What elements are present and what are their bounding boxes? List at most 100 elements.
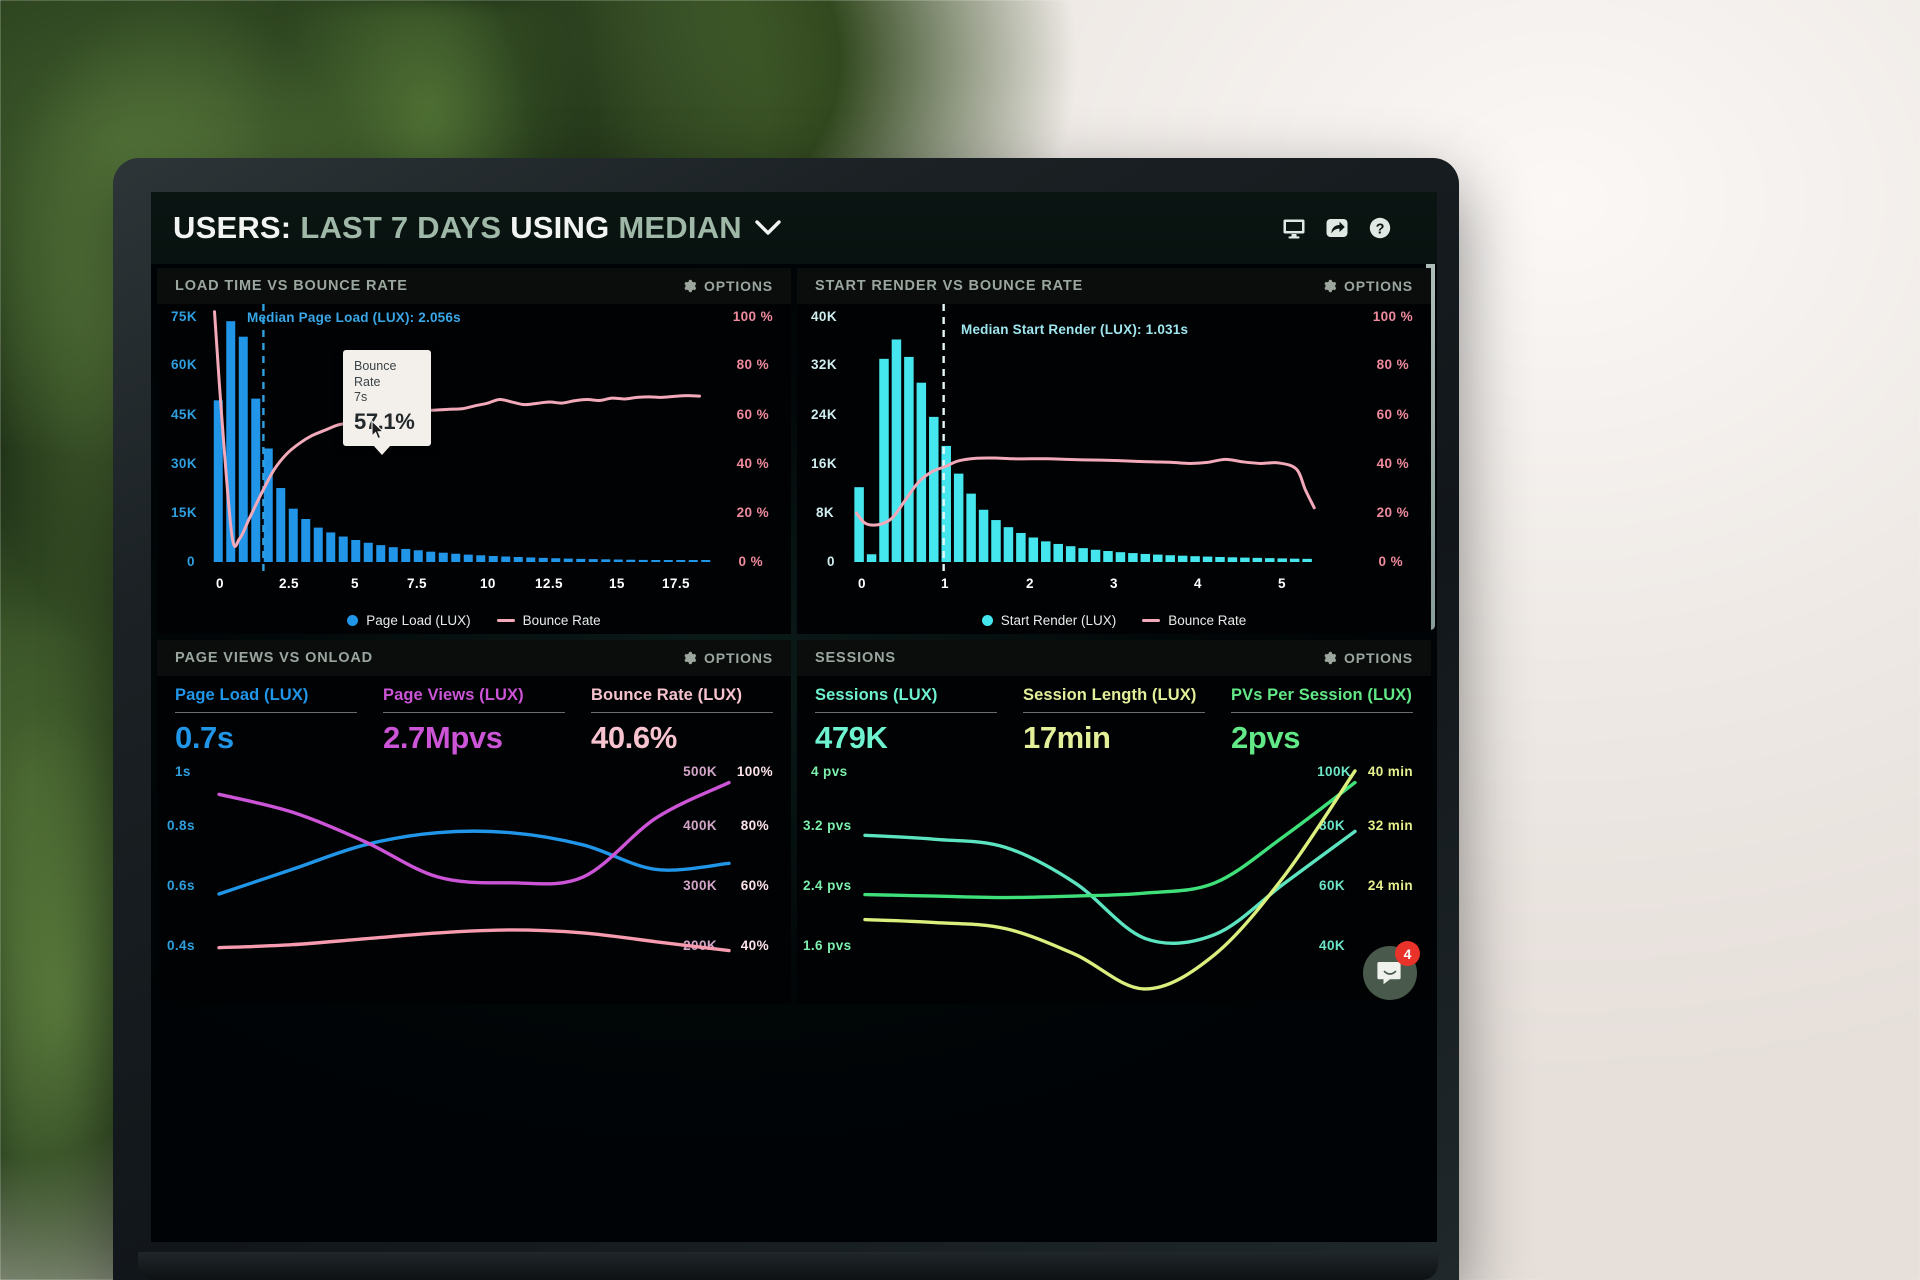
metric-value: 40.6% bbox=[591, 720, 677, 755]
y2tick-label: 0 % bbox=[1378, 554, 1403, 569]
header-actions: ? bbox=[1281, 215, 1393, 241]
y2tick-label: 100 % bbox=[1372, 309, 1413, 324]
chart-legend: Page Load (LUX) Bounce Rate bbox=[157, 613, 791, 628]
xtick-label: 0 bbox=[858, 576, 866, 591]
xtick-label: 7.5 bbox=[407, 576, 427, 591]
gear-icon bbox=[683, 651, 697, 665]
options-button[interactable]: OPTIONS bbox=[1323, 650, 1413, 666]
ytick-label: 24K bbox=[811, 407, 837, 422]
divider bbox=[175, 712, 357, 713]
chart-legend: Start Render (LUX) Bounce Rate bbox=[797, 613, 1431, 628]
xtick-label: 5 bbox=[1278, 576, 1286, 591]
dashboard-screen: USERS: LAST 7 DAYS USING MEDIAN ? bbox=[151, 192, 1437, 1242]
gear-icon bbox=[1323, 279, 1337, 293]
ytick-label: 8K bbox=[816, 505, 835, 520]
chart-tooltip: Bounce Rate 7s 57.1% bbox=[343, 350, 431, 455]
y3tick-label: 80% bbox=[740, 818, 769, 833]
chart-start-render[interactable]: 40K 32K 24K 16K 8K 0 100 % 80 % 60 % 40 … bbox=[797, 304, 1431, 634]
xtick-label: 15 bbox=[609, 576, 625, 591]
y2tick-label: 80 % bbox=[1376, 357, 1409, 372]
chevron-down-icon[interactable] bbox=[755, 220, 781, 236]
divider bbox=[1023, 712, 1205, 713]
chart-plot-area bbox=[217, 780, 731, 953]
metric-label: Bounce Rate (LUX) bbox=[591, 686, 743, 704]
mouse-cursor-icon bbox=[371, 419, 385, 440]
panel-title: START RENDER VS BOUNCE RATE bbox=[815, 278, 1084, 294]
y2tick-label: 40 % bbox=[1376, 456, 1409, 471]
panel-title: LOAD TIME VS BOUNCE RATE bbox=[175, 278, 408, 294]
xtick-label: 12.5 bbox=[535, 576, 563, 591]
options-button[interactable]: OPTIONS bbox=[1323, 278, 1413, 294]
page-title[interactable]: USERS: LAST 7 DAYS USING MEDIAN bbox=[173, 210, 781, 246]
metric-session-length: Session Length (LUX) 17min bbox=[1023, 686, 1205, 756]
chart-sessions[interactable]: 4 pvs 3.2 pvs 2.4 pvs 1.6 pvs 100K 80K 6… bbox=[797, 756, 1431, 1004]
ytick-label: 2.4 pvs bbox=[803, 878, 852, 893]
y3tick-label: 60% bbox=[740, 878, 769, 893]
ytick-label: 15K bbox=[171, 505, 197, 520]
svg-text:?: ? bbox=[1376, 221, 1385, 237]
metric-pvs-per-session: PVs Per Session (LUX) 2pvs bbox=[1231, 686, 1413, 756]
page-title-range: LAST 7 DAYS bbox=[300, 210, 502, 245]
gear-icon bbox=[1323, 651, 1337, 665]
y2tick-label: 80 % bbox=[736, 357, 769, 372]
legend-item[interactable]: Page Load (LUX) bbox=[347, 613, 471, 628]
panel-sessions: SESSIONS OPTIONS Sessions (LUX) 479K bbox=[797, 640, 1431, 1004]
ytick-label: 0 bbox=[187, 554, 195, 569]
metric-value: 479K bbox=[815, 720, 888, 755]
panel-header: PAGE VIEWS VS ONLOAD OPTIONS bbox=[157, 640, 791, 676]
page-title-prefix: USERS: bbox=[173, 210, 292, 245]
legend-marker-line-icon bbox=[1142, 619, 1161, 622]
options-label: OPTIONS bbox=[1344, 650, 1413, 666]
ytick-label: 60K bbox=[171, 357, 197, 372]
chart-plot-area bbox=[854, 304, 1316, 572]
ytick-label: 40K bbox=[811, 309, 837, 324]
monitor-icon[interactable] bbox=[1281, 215, 1307, 241]
chart-page-views-onload[interactable]: 1s 0.8s 0.6s 0.4s 500K 400K 300K 200K 10… bbox=[157, 756, 791, 1004]
metric-sessions: Sessions (LUX) 479K bbox=[815, 686, 997, 756]
ytick-label: 0.4s bbox=[167, 938, 195, 953]
laptop-frame: USERS: LAST 7 DAYS USING MEDIAN ? bbox=[113, 158, 1459, 1280]
y2tick-label: 40 % bbox=[736, 456, 769, 471]
xtick-label: 2.5 bbox=[279, 576, 299, 591]
legend-item[interactable]: Bounce Rate bbox=[1142, 613, 1246, 628]
y2tick-label: 100 % bbox=[732, 309, 773, 324]
ytick-label: 75K bbox=[171, 309, 197, 324]
legend-marker-line-icon bbox=[496, 619, 515, 622]
xtick-label: 17.5 bbox=[662, 576, 690, 591]
gear-icon bbox=[683, 279, 697, 293]
metric-label: Sessions (LUX) bbox=[815, 686, 938, 704]
legend-item[interactable]: Start Render (LUX) bbox=[981, 613, 1117, 628]
laptop-base bbox=[138, 1252, 1438, 1280]
panel-start-render-vs-bounce-rate: START RENDER VS BOUNCE RATE OPTIONS 40K … bbox=[797, 268, 1431, 634]
share-icon[interactable] bbox=[1324, 215, 1350, 241]
y3tick-label: 32 min bbox=[1367, 818, 1413, 833]
options-button[interactable]: OPTIONS bbox=[683, 650, 773, 666]
panel-page-views-vs-onload: PAGE VIEWS VS ONLOAD OPTIONS Page Load (… bbox=[157, 640, 791, 1004]
y2tick-label: 60 % bbox=[1376, 407, 1409, 422]
legend-label: Start Render (LUX) bbox=[1000, 613, 1117, 628]
legend-item[interactable]: Bounce Rate bbox=[496, 613, 601, 628]
dashboard-grid: LOAD TIME VS BOUNCE RATE OPTIONS 75K 60K… bbox=[151, 264, 1437, 1004]
ytick-label: 0.6s bbox=[167, 878, 195, 893]
chat-badge-count: 4 bbox=[1395, 941, 1420, 966]
y3tick-label: 40% bbox=[740, 938, 769, 953]
xtick-label: 5 bbox=[351, 576, 359, 591]
metrics-row: Page Load (LUX) 0.7s Page Views (LUX) 2.… bbox=[157, 676, 791, 756]
panel-load-time-vs-bounce-rate: LOAD TIME VS BOUNCE RATE OPTIONS 75K 60K… bbox=[157, 268, 791, 634]
chat-launcher[interactable]: 4 bbox=[1363, 941, 1420, 1000]
y3tick-label: 100% bbox=[736, 764, 773, 779]
metric-value: 2pvs bbox=[1231, 720, 1301, 755]
panel-header: SESSIONS OPTIONS bbox=[797, 640, 1431, 676]
options-label: OPTIONS bbox=[1344, 278, 1413, 294]
panel-title: PAGE VIEWS VS ONLOAD bbox=[175, 650, 374, 666]
ytick-label: 30K bbox=[171, 456, 197, 471]
xtick-label: 2 bbox=[1026, 576, 1034, 591]
help-icon[interactable]: ? bbox=[1367, 215, 1393, 241]
ytick-label: 0.8s bbox=[167, 818, 195, 833]
xtick-label: 10 bbox=[480, 576, 496, 591]
legend-label: Bounce Rate bbox=[1168, 613, 1247, 628]
panel-header: LOAD TIME VS BOUNCE RATE OPTIONS bbox=[157, 268, 791, 304]
options-button[interactable]: OPTIONS bbox=[683, 278, 773, 294]
chart-load-time[interactable]: 75K 60K 45K 30K 15K 0 100 % 80 % 60 % 40… bbox=[157, 304, 791, 634]
app-header: USERS: LAST 7 DAYS USING MEDIAN ? bbox=[151, 192, 1437, 264]
